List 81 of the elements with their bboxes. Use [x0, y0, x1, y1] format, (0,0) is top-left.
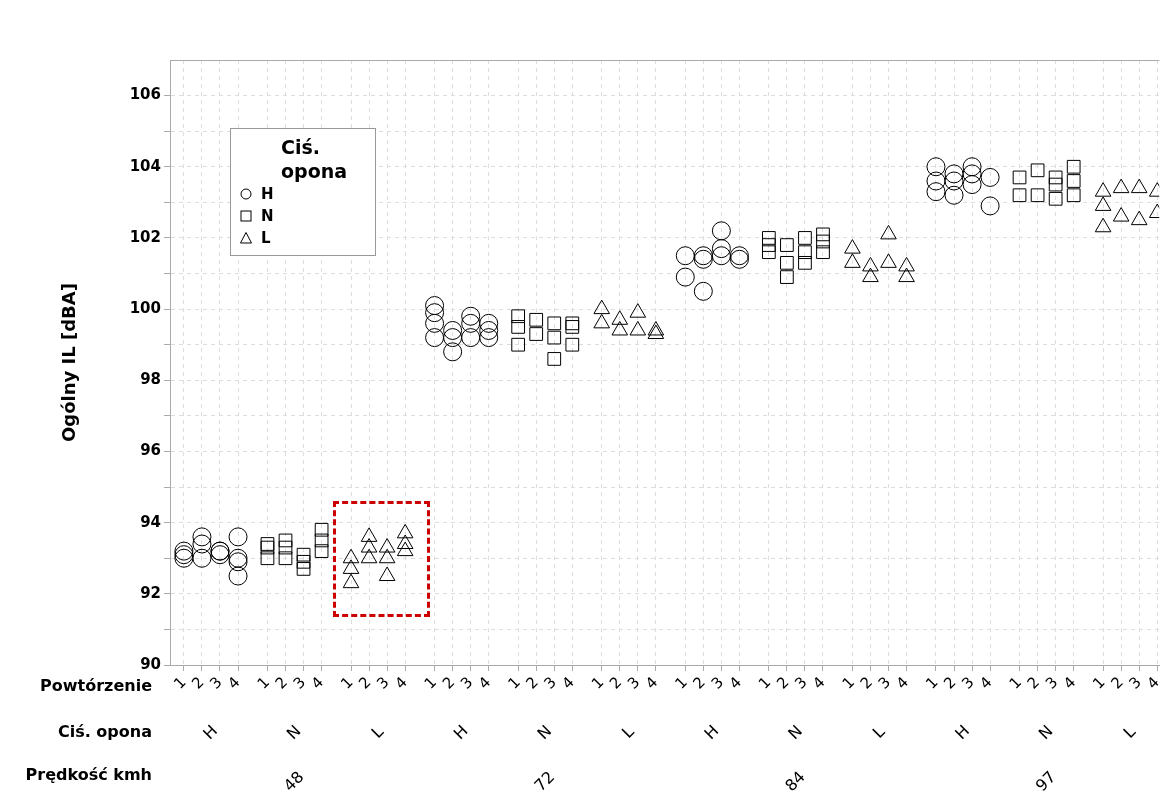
- x-tick-label: 1: [504, 673, 524, 693]
- text: 72: [530, 767, 559, 795]
- x-tick-label: 4: [1143, 673, 1163, 693]
- x-tick-label: 3: [874, 673, 895, 693]
- text: N: [282, 721, 305, 743]
- y-axis-title: Ogólny IL [dBA]: [58, 283, 80, 442]
- text: N: [533, 721, 556, 743]
- x-tick-label: 4: [1059, 673, 1080, 693]
- text: Ciś. opona: [57, 722, 152, 742]
- x-tick-label: 2: [689, 673, 709, 693]
- x-tick-label: 3: [623, 673, 644, 693]
- legend-title: Ciś. opona: [281, 135, 349, 183]
- x-tick-label: 1: [1089, 673, 1109, 693]
- x-tick-label: 4: [558, 673, 578, 693]
- x-tick-label: 1: [1005, 673, 1026, 693]
- text: 48: [279, 767, 308, 795]
- x-tick-label: 1: [754, 673, 775, 693]
- x-tick-label: 1: [587, 673, 608, 693]
- text: L: [367, 722, 388, 742]
- y-tick-label: 98: [140, 370, 161, 389]
- text: L: [1119, 722, 1140, 742]
- x-tick-label: 1: [922, 673, 942, 693]
- y-tick-label: 92: [140, 583, 161, 602]
- x-tick-label: 3: [1041, 673, 1062, 693]
- text: N: [784, 721, 806, 743]
- x-tick-label: 2: [856, 673, 877, 693]
- x-tick-label: 4: [809, 673, 829, 693]
- x-tick-label: 3: [206, 673, 226, 693]
- x-tick-label: 4: [725, 673, 746, 693]
- x-tick-label: 1: [253, 673, 274, 693]
- y-tick-label: 90: [140, 654, 161, 673]
- x-tick-label: 4: [474, 673, 495, 693]
- text: 97: [1031, 767, 1060, 795]
- y-tick-label: 96: [140, 441, 161, 460]
- legend-label: L: [261, 228, 271, 249]
- x-tick-label: 2: [271, 673, 292, 693]
- text: 84: [781, 767, 809, 795]
- x-tick-label: 2: [522, 673, 542, 693]
- y-tick-label: 104: [129, 156, 161, 175]
- x-tick-label: 3: [791, 673, 811, 693]
- x-tick-label: 2: [940, 673, 960, 693]
- x-tick-label: 1: [170, 673, 190, 693]
- legend-label: N: [261, 206, 274, 227]
- x-tick-label: 1: [838, 673, 858, 693]
- y-tick-label: 106: [129, 85, 161, 104]
- y-tick-label: 94: [140, 512, 161, 531]
- x-tick-label: 4: [224, 673, 244, 693]
- x-tick-label: 3: [1125, 673, 1145, 693]
- text: L: [617, 722, 638, 742]
- x-tick-label: 4: [391, 673, 411, 693]
- x-tick-label: 2: [1023, 673, 1044, 693]
- text: H: [951, 721, 974, 744]
- x-tick-label: 2: [355, 673, 375, 693]
- x-tick-label: 3: [958, 673, 978, 693]
- x-tick-label: 3: [540, 673, 560, 693]
- x-tick-label: 3: [289, 673, 310, 693]
- x-tick-label: 4: [641, 673, 662, 693]
- legend-label: H: [261, 184, 274, 205]
- text: H: [199, 721, 221, 744]
- y-tick-label: 102: [129, 227, 161, 246]
- x-tick-label: 3: [707, 673, 727, 693]
- x-tick-label: 2: [773, 673, 793, 693]
- x-tick-label: 1: [671, 673, 691, 693]
- text: H: [700, 721, 723, 744]
- text: N: [1034, 721, 1057, 743]
- x-tick-label: 2: [188, 673, 208, 693]
- x-tick-label: 1: [420, 673, 441, 693]
- x-tick-label: 4: [976, 673, 996, 693]
- text: Prędkość kmh: [25, 765, 152, 785]
- x-tick-label: 2: [605, 673, 626, 693]
- x-tick-label: 3: [456, 673, 477, 693]
- text: Powtórzenie: [40, 676, 153, 696]
- text: L: [868, 722, 889, 742]
- y-tick-label: 100: [129, 299, 161, 318]
- x-tick-label: 3: [373, 673, 393, 693]
- x-tick-label: 1: [337, 673, 357, 693]
- x-tick-label: 2: [438, 673, 459, 693]
- x-tick-label: 4: [892, 673, 913, 693]
- x-tick-label: 2: [1107, 673, 1127, 693]
- text: H: [449, 721, 472, 744]
- x-tick-label: 4: [307, 673, 328, 693]
